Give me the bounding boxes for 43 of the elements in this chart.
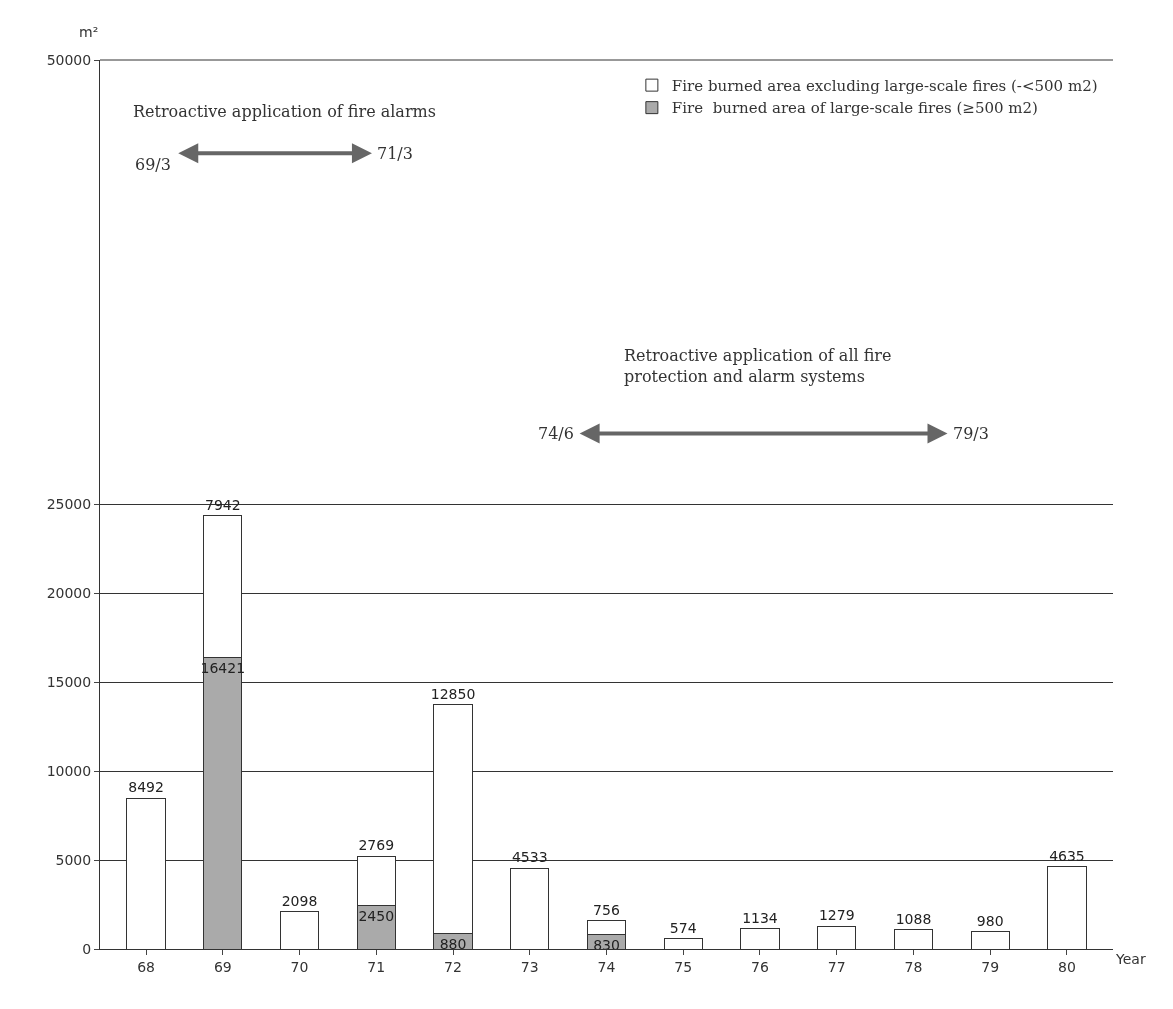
x-axis-title: Year <box>1115 951 1146 967</box>
data-label: 2450 <box>358 908 395 925</box>
data-label: 756 <box>593 901 620 918</box>
x-tick-label: 73 <box>520 958 539 975</box>
x-tick-label: 72 <box>444 958 462 975</box>
data-label: 2769 <box>358 837 395 854</box>
data-label: 2098 <box>281 892 318 909</box>
y-tick-label: 5000 <box>55 852 92 868</box>
annotation: 69/3 <box>135 155 171 174</box>
x-tick-label: 77 <box>827 958 846 975</box>
y-tick-label: 25000 <box>46 496 92 513</box>
data-label: 880 <box>439 936 467 953</box>
data-label: 574 <box>669 919 697 936</box>
annotation: Retroactive application of fire alarms <box>133 102 436 121</box>
data-label: 8492 <box>128 779 164 796</box>
legend-label: Fire burned area excluding large-scale fires (-<500 m2) <box>671 76 1098 95</box>
y-tick-label: 20000 <box>46 585 92 602</box>
data-label: 980 <box>976 912 1004 929</box>
y-tick-label: 10000 <box>46 763 92 780</box>
x-tick-label: 75 <box>674 958 693 975</box>
x-tick-label: 79 <box>981 958 1000 975</box>
legend-label: Fire burned area of large-scale fires (≥500 m2) <box>671 99 1038 118</box>
data-label: 12850 <box>430 685 476 702</box>
x-tick-label: 69 <box>213 958 232 975</box>
annotation: 79/3 <box>953 424 989 443</box>
y-tick-label: 0 <box>82 940 92 957</box>
x-tick-label: 71 <box>367 958 386 975</box>
x-tick-label: 80 <box>1058 958 1076 975</box>
data-label: 1134 <box>742 909 778 926</box>
x-tick-label: 76 <box>751 958 769 975</box>
y-axis-title: m² <box>79 24 99 40</box>
x-tick-label: 70 <box>290 958 309 975</box>
x-tick-label: 68 <box>137 958 155 975</box>
annotation: 71/3 <box>377 144 413 163</box>
data-label: 4635 <box>1049 847 1085 864</box>
x-tick-label: 74 <box>597 958 616 975</box>
x-tick-label: 78 <box>904 958 923 975</box>
annotation: Retroactive application of all fire protection and alarm systems <box>624 346 892 386</box>
y-tick-label: 50000 <box>46 51 92 68</box>
data-label: 1088 <box>895 910 932 927</box>
data-label: 1279 <box>818 907 855 924</box>
y-tick-label: 15000 <box>46 674 92 691</box>
annotation: 74/6 <box>538 424 574 443</box>
